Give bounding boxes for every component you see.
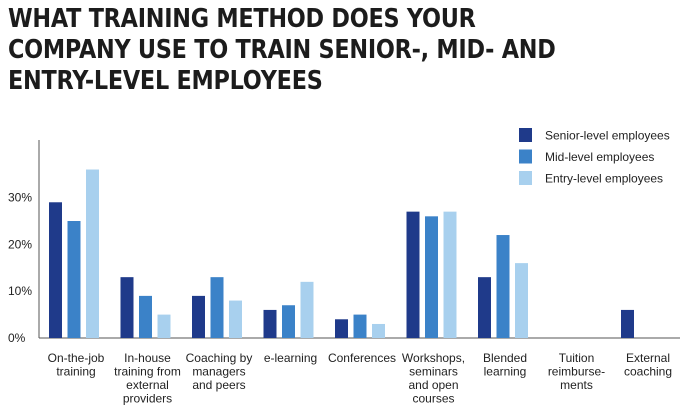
x-tick-label: Workshops, seminars and open courses: [402, 351, 465, 406]
x-tick-label: External coaching: [624, 351, 672, 379]
legend-swatch: [519, 128, 532, 142]
bar: [120, 277, 134, 338]
bar: [443, 211, 457, 338]
bar: [300, 281, 314, 338]
legend-swatch: [519, 171, 532, 185]
bar: [515, 263, 528, 338]
bar: [353, 314, 367, 338]
x-tick-label: Conferences: [328, 351, 396, 365]
bar: [425, 216, 438, 338]
bar: [406, 211, 420, 338]
bar: [335, 319, 348, 338]
bar: [621, 309, 634, 338]
x-tick-label: Blended learning: [483, 351, 527, 379]
x-tick-label: In-house training from external providers: [114, 351, 181, 406]
bar: [210, 277, 224, 338]
legend: Senior-level employees Mid-level employee…: [519, 128, 670, 186]
bars: [49, 169, 634, 338]
category-labels: On-the-job training In-house training from e…: [48, 351, 672, 406]
bar: [49, 202, 62, 338]
bar: [157, 314, 171, 338]
bar: [372, 323, 385, 338]
x-tick-label: On-the-job training: [48, 351, 105, 379]
legend-label: Entry-level employees: [545, 172, 663, 186]
bar: [67, 221, 81, 338]
bar: [282, 305, 295, 338]
y-tick-label: 10%: [8, 284, 32, 298]
x-tick-label: Tuition reimburse-ments: [548, 351, 605, 392]
bar: [192, 295, 205, 338]
bar: [229, 300, 242, 338]
legend-label: Mid-level employees: [545, 150, 654, 164]
legend-label: Senior-level employees: [545, 129, 670, 143]
bar: [263, 309, 277, 338]
x-tick-label: e-learning: [264, 351, 317, 365]
chart-title: WHAT TRAINING METHOD DOES YOUR COMPANY U…: [8, 4, 556, 96]
y-tick-label: 20%: [8, 237, 32, 251]
y-tick-label: 0%: [8, 331, 26, 345]
y-tick-label: 30%: [8, 191, 32, 205]
x-tick-label: Coaching by managers and peers: [186, 351, 253, 392]
bar: [86, 169, 99, 338]
bar: [478, 277, 491, 338]
bar: [496, 235, 510, 338]
legend-swatch: [519, 149, 532, 164]
bar: [139, 295, 152, 338]
